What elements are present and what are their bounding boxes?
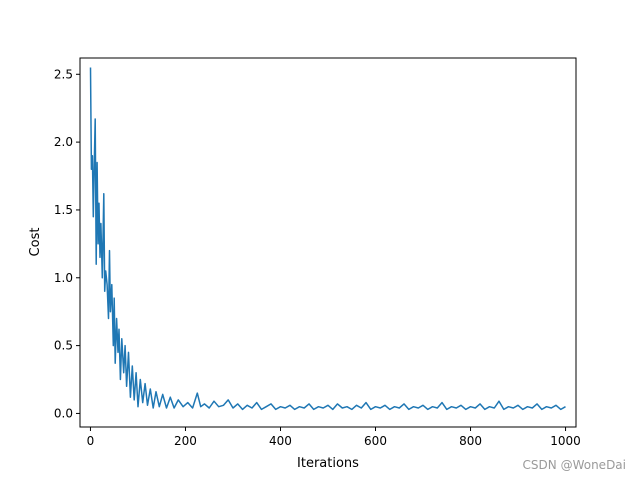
- y-tick-label: 1.5: [54, 203, 73, 217]
- y-axis-label: Cost: [28, 228, 43, 257]
- x-tick-label: 0: [87, 434, 95, 448]
- y-tick-label: 0.0: [54, 406, 73, 420]
- plot-frame: [79, 57, 577, 428]
- y-tick-label: 2.0: [54, 135, 73, 149]
- y-axis: 0.0 0.5 1.0 1.5 2.0 2.5: [54, 67, 80, 420]
- x-tick-label: 200: [174, 434, 197, 448]
- plot-area: [80, 58, 576, 427]
- x-tick-label: 400: [269, 434, 292, 448]
- series-layer: [89, 67, 566, 411]
- x-axis-label: Iterations: [297, 456, 359, 471]
- watermark: CSDN @WoneDai: [522, 458, 626, 472]
- y-tick-label: 1.0: [54, 271, 73, 285]
- x-tick-label: 600: [364, 434, 387, 448]
- y-tick-label: 2.5: [54, 67, 73, 81]
- x-tick-label: 1000: [550, 434, 581, 448]
- series-line: [89, 67, 566, 411]
- y-tick-label: 0.5: [54, 339, 73, 353]
- x-tick-label: 800: [459, 434, 482, 448]
- x-axis: 0 200 400 600 800 1000: [87, 427, 581, 448]
